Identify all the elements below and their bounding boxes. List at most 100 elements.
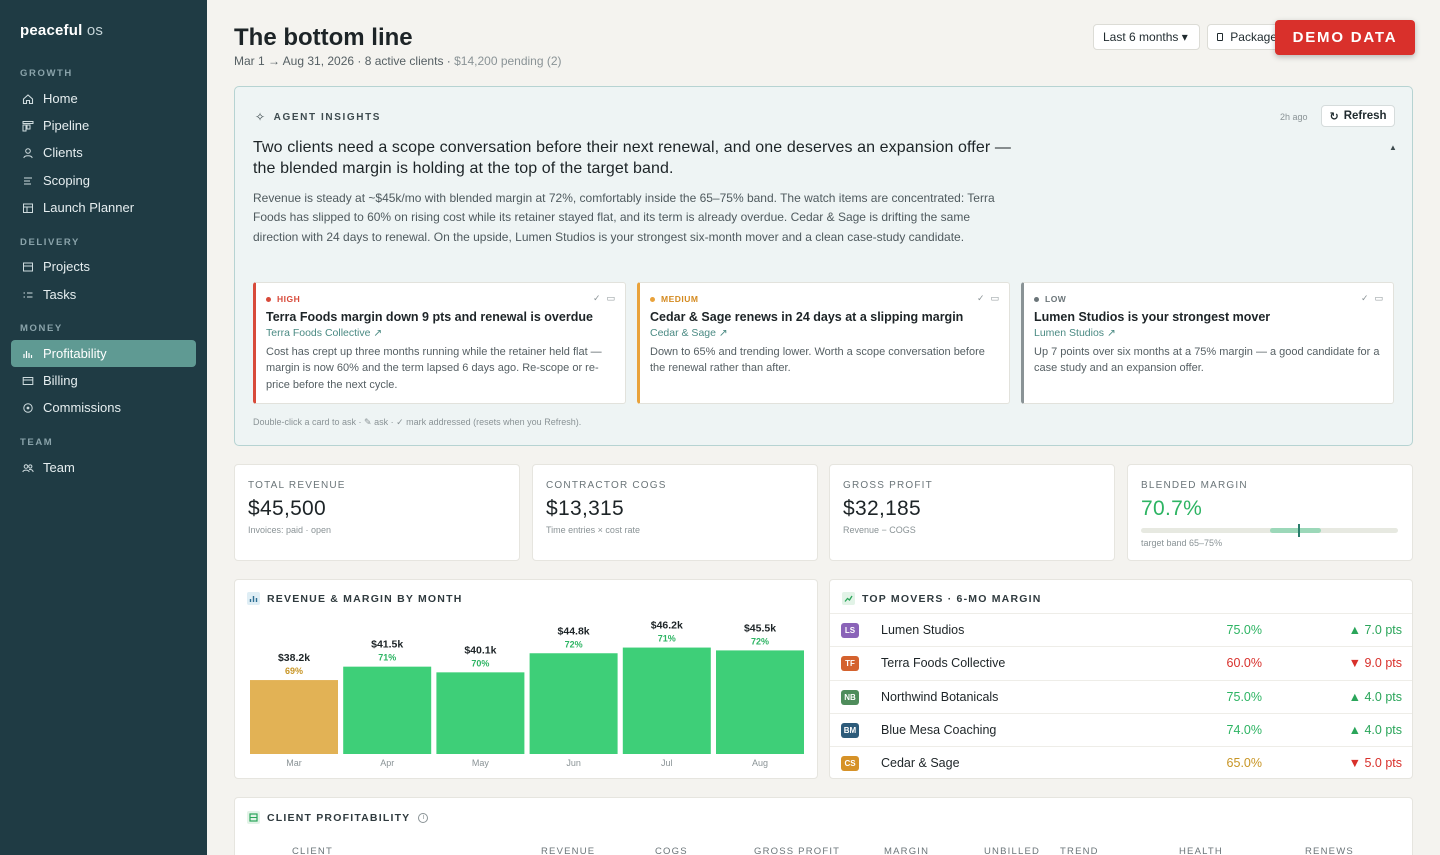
brand-suffix: os xyxy=(86,22,104,39)
insight-card-low[interactable]: LOW ✓ ▭ Lumen Studios is your strongest m… xyxy=(1021,282,1394,404)
kpi-subtext: Revenue − COGS xyxy=(843,525,916,535)
comment-icon[interactable]: ▭ xyxy=(606,293,615,303)
card-title: Terra Foods margin down 9 pts and renewa… xyxy=(266,310,593,324)
mover-row[interactable]: LS Lumen Studios 75.0% ▲ 7.0 pts xyxy=(830,613,1412,646)
sparkle-icon: ✧ xyxy=(255,110,267,124)
severity-label: MEDIUM xyxy=(661,294,699,304)
revenue-bar[interactable] xyxy=(529,653,618,754)
comment-icon[interactable]: ▭ xyxy=(1374,293,1383,303)
column-header-cogs[interactable]: COGS xyxy=(655,846,688,855)
client-name[interactable]: Blue Mesa Coaching xyxy=(881,722,997,737)
column-header-renews[interactable]: RENEWS xyxy=(1305,846,1354,855)
column-header-client[interactable]: CLIENT xyxy=(292,846,333,855)
bar-value-label: $41.5k xyxy=(371,639,403,651)
insights-body: Revenue is steady at ~$45k/mo with blend… xyxy=(253,191,995,244)
revenue-bar[interactable] xyxy=(436,672,525,754)
mover-row[interactable]: BM Blue Mesa Coaching 74.0% ▲ 4.0 pts xyxy=(830,712,1412,746)
x-axis-tick-label: Mar xyxy=(286,758,302,768)
package-label: Package xyxy=(1230,30,1277,44)
date-range-select[interactable]: Last 6 months ▾ xyxy=(1093,24,1200,50)
comment-icon[interactable]: ▭ xyxy=(990,293,999,303)
bar-margin-label: 70% xyxy=(471,658,489,668)
column-header-unbilled[interactable]: UNBILLED xyxy=(984,846,1041,855)
margin-delta: ▲ 4.0 pts xyxy=(1348,722,1402,737)
card-title: Lumen Studios is your strongest mover xyxy=(1034,310,1271,324)
page-subtitle: Mar 1 → Aug 31, 2026 · 8 active clients … xyxy=(234,54,562,68)
sidebar-item-label: Team xyxy=(43,460,75,475)
sidebar-item-launch-planner[interactable]: Launch Planner xyxy=(11,194,196,221)
sidebar-item-clients[interactable]: Clients xyxy=(11,139,196,166)
card-client-link[interactable]: Terra Foods Collective ↗ xyxy=(266,327,383,339)
sidebar-item-label: Home xyxy=(43,91,78,106)
sidebar-item-projects[interactable]: Projects xyxy=(11,253,196,280)
sidebar-item-label: Commissions xyxy=(43,400,122,415)
list-icon xyxy=(21,174,34,187)
sidebar-item-profitability[interactable]: Profitability xyxy=(11,340,196,367)
refresh-button[interactable]: ↻ Refresh xyxy=(1321,105,1395,127)
column-header-health[interactable]: HEALTH xyxy=(1179,846,1223,855)
client-name[interactable]: Cedar & Sage xyxy=(881,756,960,771)
check-icon[interactable]: ✓ xyxy=(592,293,601,303)
bar-margin-label: 72% xyxy=(565,639,583,649)
panel-title-text: TOP MOVERS · 6-MO MARGIN xyxy=(862,592,1042,605)
card-body: Up 7 points over six months at a 75% mar… xyxy=(1034,346,1380,375)
client-name[interactable]: Terra Foods Collective xyxy=(881,656,1006,671)
column-header-revenue[interactable]: REVENUE xyxy=(541,846,596,855)
bar-margin-label: 69% xyxy=(285,666,303,676)
current-margin-marker xyxy=(1297,524,1300,537)
top-movers-panel: TOP MOVERS · 6-MO MARGIN LS Lumen Studios… xyxy=(829,579,1413,779)
revenue-bar[interactable] xyxy=(343,666,432,754)
revenue-margin-panel: REVENUE & MARGIN BY MONTH $38.2k 69% Mar $4… xyxy=(234,579,818,779)
revenue-bar[interactable] xyxy=(250,680,338,754)
insight-card-medium[interactable]: MEDIUM ✓ ▭ Cedar & Sage renews in 24 days… xyxy=(637,282,1010,404)
nav-section-money: MONEY xyxy=(20,323,63,334)
sidebar-item-label: Scoping xyxy=(43,173,90,188)
severity-badge: LOW xyxy=(1034,294,1066,304)
column-header-trend[interactable]: TREND xyxy=(1060,846,1099,855)
card-actions: ✓ ▭ xyxy=(1361,293,1383,304)
card-client-link[interactable]: Cedar & Sage ↗ xyxy=(650,327,728,339)
info-icon[interactable]: i xyxy=(418,812,429,823)
insights-hint: Double-click a card to ask · ✎ ask · ✓ m… xyxy=(253,417,582,427)
mover-row[interactable]: TF Terra Foods Collective 60.0% ▼ 9.0 pts xyxy=(830,646,1412,679)
sidebar-item-commissions[interactable]: Commissions xyxy=(11,394,196,421)
refresh-icon: ↻ xyxy=(1329,110,1339,123)
collapse-caret-icon[interactable]: ▲ xyxy=(1389,143,1397,152)
bar-chart-icon xyxy=(247,592,260,605)
sidebar-item-home[interactable]: Home xyxy=(11,85,196,112)
column-header-margin[interactable]: MARGIN xyxy=(884,846,930,855)
severity-dot-icon xyxy=(650,296,655,302)
bar-value-label: $44.8k xyxy=(558,625,590,637)
bar-chart-icon xyxy=(21,347,34,360)
revenue-bar-chart: $38.2k 69% Mar $41.5k 71% Apr $40.1k 70% May $44.… xyxy=(250,620,804,768)
client-avatar: CS xyxy=(841,756,859,772)
margin-delta: ▼ 9.0 pts xyxy=(1348,656,1402,671)
client-name[interactable]: Northwind Botanicals xyxy=(881,689,999,704)
kpi-gross-profit: GROSS PROFIT $32,185 Revenue − COGS xyxy=(829,464,1115,561)
mover-row[interactable]: NB Northwind Botanicals 75.0% ▲ 4.0 pts xyxy=(830,679,1412,713)
brand-logo[interactable]: peaceful os xyxy=(20,22,103,39)
sidebar-item-tasks[interactable]: Tasks xyxy=(11,281,196,308)
revenue-bar[interactable] xyxy=(716,650,804,754)
package-button[interactable]: Package xyxy=(1207,24,1287,50)
column-header-gross-profit[interactable]: GROSS PROFIT xyxy=(754,846,841,855)
revenue-bar[interactable] xyxy=(622,647,711,754)
check-icon[interactable]: ✓ xyxy=(976,293,985,303)
sidebar-item-billing[interactable]: Billing xyxy=(11,367,196,394)
bar-margin-label: 72% xyxy=(751,636,769,646)
mover-row[interactable]: CS Cedar & Sage 65.0% ▼ 5.0 pts xyxy=(830,746,1412,779)
sidebar-item-team[interactable]: Team xyxy=(11,454,196,481)
insight-card-high[interactable]: HIGH ✓ ▭ Terra Foods margin down 9 pts an… xyxy=(253,282,626,404)
kpi-label: TOTAL REVENUE xyxy=(248,480,346,491)
nav-section-growth: GROWTH xyxy=(20,68,73,79)
card-icon xyxy=(21,374,34,387)
kpi-label: CONTRACTOR COGS xyxy=(546,480,667,491)
client-avatar: NB xyxy=(841,689,859,705)
sidebar-item-pipeline[interactable]: Pipeline xyxy=(11,112,196,139)
severity-badge: HIGH xyxy=(266,294,300,304)
sidebar-item-scoping[interactable]: Scoping xyxy=(11,167,196,194)
trend-up-icon xyxy=(842,592,855,605)
client-name[interactable]: Lumen Studios xyxy=(881,623,965,637)
check-icon[interactable]: ✓ xyxy=(1360,293,1369,303)
card-client-link[interactable]: Lumen Studios ↗ xyxy=(1034,327,1116,339)
